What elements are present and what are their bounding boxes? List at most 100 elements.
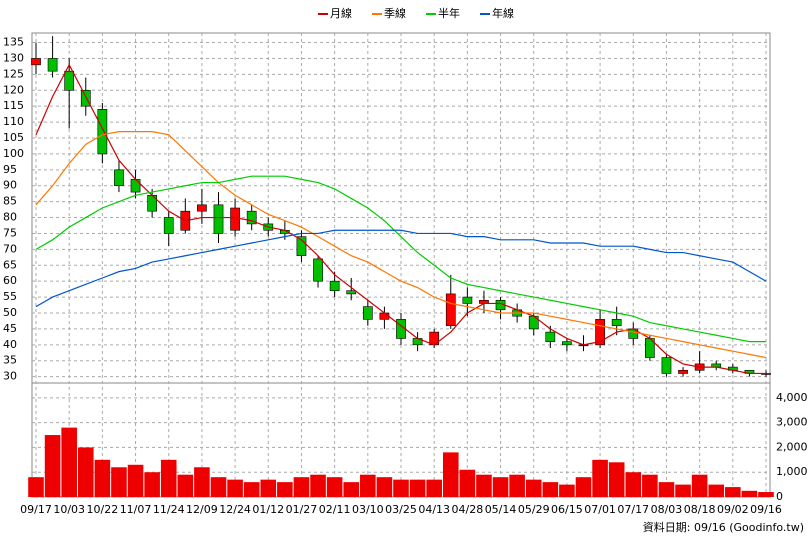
volume-bar — [658, 482, 675, 497]
y-tick-label: 55 — [3, 290, 17, 303]
candle-body — [545, 331, 556, 342]
ma-line — [35, 131, 767, 359]
volume-bar — [542, 482, 559, 497]
legend-label: 季線 — [384, 6, 406, 20]
volume-bar — [194, 467, 210, 497]
legend-label: 年線 — [492, 6, 514, 20]
y-tick-label: 130 — [3, 51, 24, 64]
ma-line — [35, 229, 767, 308]
legend-label: 月線 — [330, 6, 352, 20]
candle-body — [678, 369, 688, 374]
x-tick-label: 02/11 — [319, 503, 351, 516]
x-tick-label: 03/10 — [352, 503, 384, 516]
x-tick-label: 10/22 — [87, 503, 119, 516]
y-tick-label: 70 — [3, 242, 17, 255]
candle-body — [329, 280, 340, 292]
volume-bar — [127, 464, 144, 497]
legend-label: 半年 — [438, 6, 460, 20]
volume-bar — [94, 459, 111, 497]
y-tick-label: 85 — [3, 195, 17, 208]
candle-body — [462, 296, 473, 304]
x-tick-label: 05/14 — [485, 503, 517, 516]
candle-body — [197, 204, 207, 212]
y-tick-label: 110 — [3, 115, 24, 128]
y-tick-label: 65 — [3, 258, 17, 271]
x-tick-label: 08/03 — [651, 503, 683, 516]
volume-bar — [326, 477, 343, 497]
candle-body — [80, 89, 91, 107]
volume-bar — [459, 469, 476, 497]
y2-tick-label: 3,000 — [776, 416, 808, 429]
candle-body — [445, 293, 456, 327]
candle-body — [296, 236, 307, 257]
volume-bar — [277, 482, 293, 497]
y-tick-label: 105 — [3, 131, 24, 144]
volume-bar — [708, 484, 725, 497]
volume-bar — [111, 467, 127, 497]
volume-bar — [575, 477, 592, 497]
y-tick-label: 80 — [3, 211, 17, 224]
candle-body — [661, 357, 672, 374]
candle-body — [595, 319, 605, 346]
candle-body — [163, 217, 174, 234]
y2-tick-label: 4,000 — [776, 391, 808, 404]
y-tick-label: 95 — [3, 163, 17, 176]
volume-bar — [625, 472, 642, 497]
x-tick-label: 09/16 — [750, 503, 782, 516]
volume-bar — [360, 474, 376, 497]
volume-bar — [426, 479, 442, 497]
volume-bar — [758, 492, 774, 497]
x-tick-label: 07/01 — [584, 503, 616, 516]
candle-body — [47, 58, 58, 72]
ma-line — [35, 63, 766, 375]
volume-bar — [442, 452, 459, 497]
volume-bar — [376, 477, 393, 497]
y-tick-label: 50 — [3, 306, 17, 319]
volume-bar — [310, 474, 326, 497]
x-tick-label: 11/24 — [153, 503, 185, 516]
y-tick-label: 125 — [3, 67, 24, 80]
y-tick-label: 40 — [3, 338, 17, 351]
volume-bar — [509, 474, 525, 497]
y-tick-label: 75 — [3, 226, 17, 239]
x-tick-label: 04/28 — [452, 503, 484, 516]
y-tick-label: 45 — [3, 322, 17, 335]
y-tick-label: 120 — [3, 83, 24, 96]
y-tick-label: 135 — [3, 36, 24, 49]
y-tick-label: 35 — [3, 354, 17, 367]
y2-tick-label: 2,000 — [776, 440, 808, 453]
volume-bar — [61, 427, 77, 497]
candle-body — [31, 58, 41, 66]
volume-bar — [492, 477, 509, 497]
x-tick-label: 05/29 — [518, 503, 550, 516]
footnote: 資料日期: 09/16 (Goodinfo.tw) — [643, 520, 804, 534]
volume-bar — [559, 484, 575, 497]
y2-tick-label: 1,000 — [776, 465, 808, 478]
volume-bar — [77, 447, 94, 497]
volume-bar — [675, 484, 691, 497]
x-tick-label: 12/09 — [186, 503, 218, 516]
y-tick-label: 60 — [3, 274, 17, 287]
candle-body — [246, 210, 257, 225]
candle-body — [611, 319, 622, 327]
y-tick-label: 90 — [3, 179, 17, 192]
volume-bar — [608, 462, 625, 497]
volume-bar — [260, 479, 277, 497]
x-tick-label: 04/13 — [418, 503, 450, 516]
volume-bar — [144, 472, 160, 497]
volume-bar — [177, 474, 194, 497]
volume-bar — [741, 490, 758, 497]
candle-body — [130, 179, 141, 193]
y-tick-label: 115 — [3, 99, 24, 112]
y2-tick-label: 0 — [776, 490, 783, 503]
volume-bar — [160, 459, 177, 497]
x-tick-label: 11/07 — [120, 503, 152, 516]
x-tick-label: 08/18 — [684, 503, 716, 516]
candle-body — [97, 109, 108, 155]
volume-bar — [210, 477, 227, 497]
x-tick-label: 09/17 — [20, 503, 52, 516]
x-tick-label: 03/25 — [385, 503, 417, 516]
candle-body — [362, 306, 373, 320]
volume-bar — [44, 435, 61, 497]
